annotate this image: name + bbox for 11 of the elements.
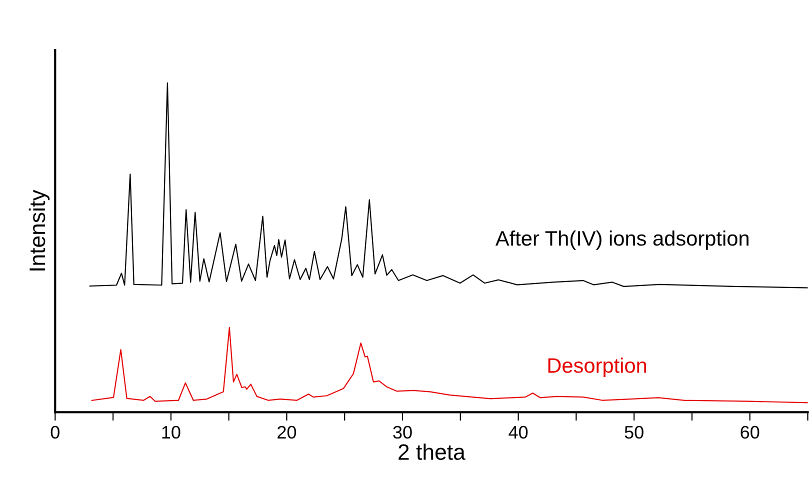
x-tick-label: 20	[278, 426, 296, 439]
x-tick-label: 60	[740, 426, 760, 439]
y-axis-title: Intensity	[28, 190, 50, 270]
x-tick-label: 30	[393, 426, 412, 439]
x-tick-label: 10	[162, 426, 180, 439]
series-label: After Th(IV) ions adsorption	[495, 230, 748, 250]
x-tick-label: 40	[508, 426, 528, 439]
x-tick-label: 0	[50, 426, 60, 439]
series-label: Desorption	[548, 358, 646, 378]
x-axis-title: 2 theta	[398, 444, 466, 460]
x-tick-label: 50	[624, 426, 644, 439]
